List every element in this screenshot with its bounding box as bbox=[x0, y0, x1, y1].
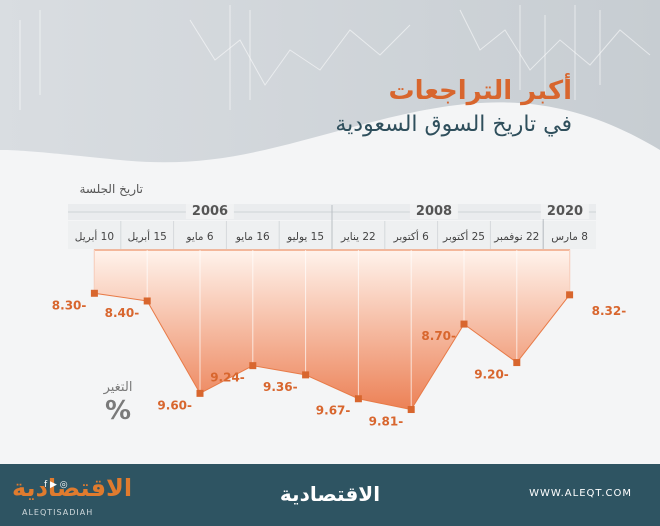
y-axis-label: التغير bbox=[103, 380, 133, 395]
x-axis-label: تاريخ الجلسة bbox=[79, 182, 143, 196]
data-point bbox=[196, 389, 204, 397]
footer-logo: الاقتصادية bbox=[12, 474, 133, 502]
tick-label: 6 أكتوبر bbox=[393, 229, 430, 243]
data-label: 8.30- bbox=[52, 298, 87, 312]
data-point bbox=[566, 291, 574, 299]
tick-label: 16 مايو bbox=[235, 231, 270, 243]
data-label: 9.36- bbox=[263, 380, 298, 394]
social-handle: ALEQTISADIAH bbox=[22, 508, 94, 517]
tick-label: 6 مايو bbox=[185, 231, 214, 243]
social-icons[interactable]: f ▶ ◎ bbox=[44, 480, 68, 490]
data-point bbox=[143, 297, 151, 305]
data-label: 9.20- bbox=[474, 368, 509, 382]
brand-logo: الاقتصادية bbox=[279, 482, 381, 506]
data-point bbox=[407, 406, 415, 414]
footer-bar: الاقتصادية f ▶ ◎ ALEQTISADIAH الاقتصادية… bbox=[0, 464, 660, 526]
data-point bbox=[249, 362, 257, 370]
data-point bbox=[513, 359, 521, 367]
website-link[interactable]: WWW.ALEQT.COM bbox=[529, 488, 632, 499]
tick-label: 8 مارس bbox=[551, 231, 588, 243]
header-backdrop bbox=[0, 0, 660, 163]
tick-label: 25 أكتوبر bbox=[442, 229, 485, 243]
year-label-2006: 2006 bbox=[185, 204, 235, 219]
tick-label: 15 يوليو bbox=[286, 231, 324, 243]
chart: 10 أبريل 8.30- 15 أبريل 8.40- 6 مايو 9.60- 16 … bbox=[52, 205, 626, 429]
tick-label: 22 يناير bbox=[340, 231, 376, 243]
tick-label: 15 أبريل bbox=[128, 229, 167, 243]
data-label: 8.70- bbox=[421, 329, 456, 343]
tick-label: 10 أبريل bbox=[75, 229, 114, 243]
data-label: 8.32- bbox=[592, 304, 627, 318]
page-subtitle: في تاريخ السوق السعودية bbox=[335, 112, 572, 137]
page-title: أكبر التراجعات bbox=[388, 76, 572, 106]
data-label: 8.40- bbox=[105, 306, 140, 320]
data-label: 9.67- bbox=[316, 404, 351, 418]
year-label-2008: 2008 bbox=[409, 204, 459, 219]
data-label: 9.81- bbox=[369, 415, 404, 429]
tick-label: 22 نوفمبر bbox=[493, 231, 539, 243]
data-label: 9.60- bbox=[157, 398, 192, 412]
data-point bbox=[302, 371, 310, 379]
data-point bbox=[354, 395, 362, 403]
data-point bbox=[90, 289, 98, 297]
decorative-stock-lines bbox=[19, 5, 651, 110]
year-label-2020: 2020 bbox=[540, 204, 590, 219]
data-label: 9.24- bbox=[210, 371, 245, 385]
data-point bbox=[460, 320, 468, 328]
percent-sign: % bbox=[104, 396, 132, 426]
